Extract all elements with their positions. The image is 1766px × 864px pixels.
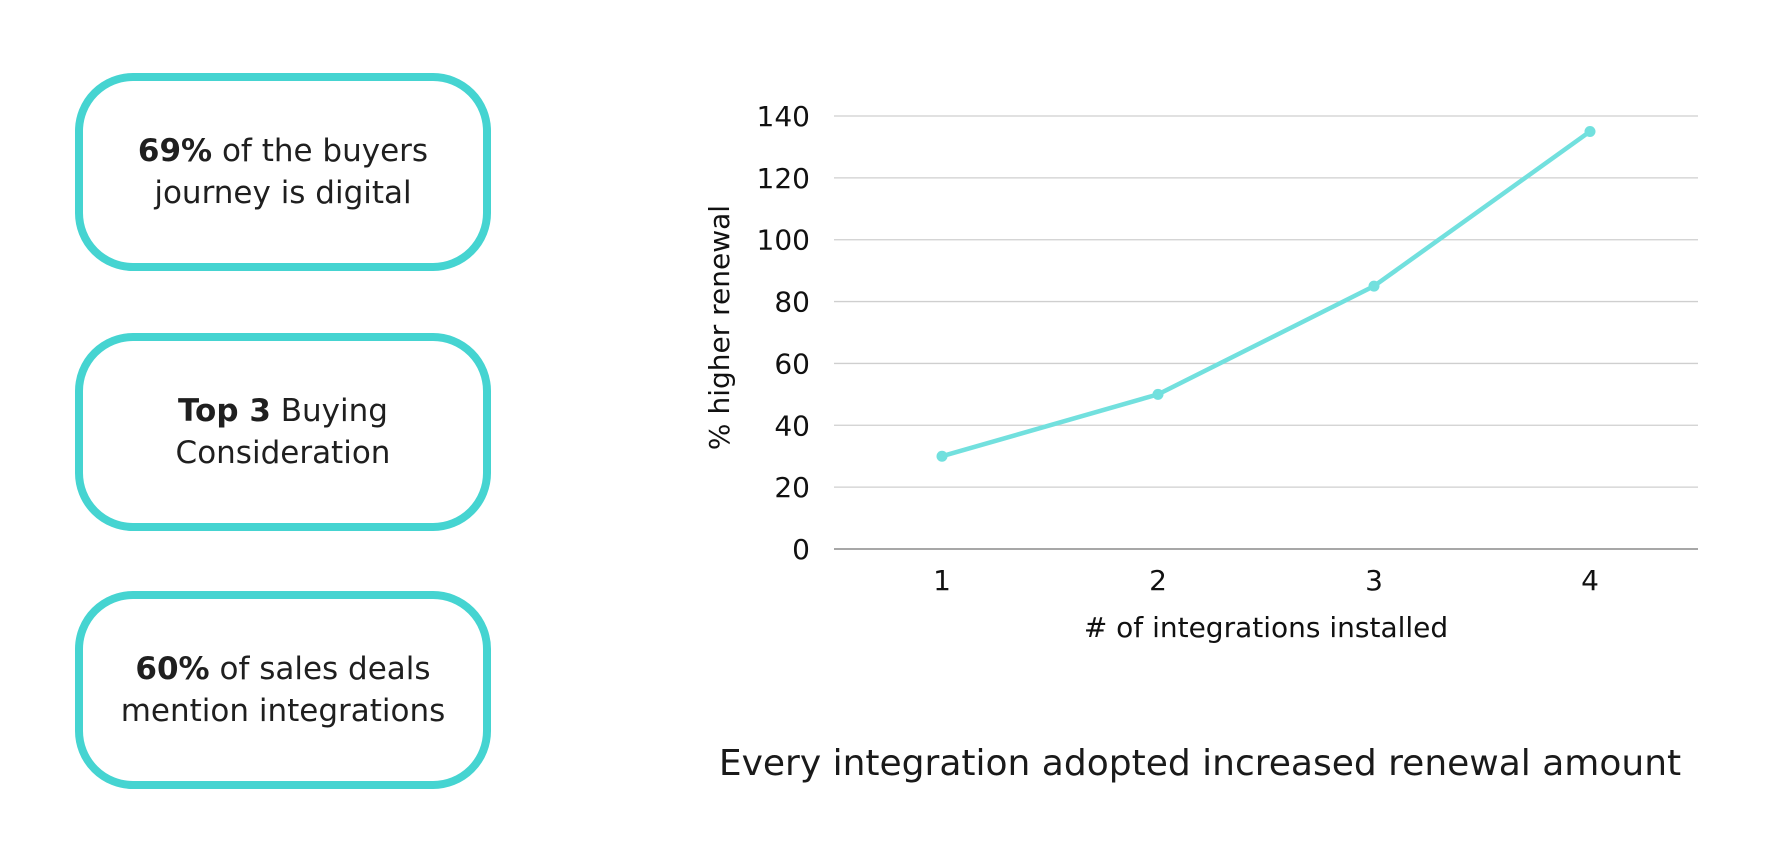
y-tick-label: 0: [792, 533, 810, 566]
x-tick-label: 3: [1365, 564, 1383, 597]
y-tick-label: 60: [774, 347, 810, 380]
stat-highlight: 60%: [135, 651, 210, 687]
y-tick-label: 120: [757, 162, 810, 195]
stat-text: 69% of the buyers journey is digital: [83, 130, 483, 214]
data-point: [1152, 388, 1164, 400]
stat-highlight: Top 3: [178, 393, 271, 429]
data-point: [1584, 125, 1596, 137]
y-tick-label: 100: [757, 224, 810, 257]
y-axis-title: % higher renewal: [703, 205, 736, 450]
stat-highlight: 69%: [137, 133, 213, 169]
x-axis-title: # of integrations installed: [1084, 611, 1448, 644]
stat-card-buyers-journey: 69% of the buyers journey is digital: [75, 73, 491, 271]
stat-text: Top 3 Buying Consideration: [83, 390, 483, 474]
y-tick-label: 40: [774, 409, 810, 442]
grid-lines: [834, 115, 1698, 488]
series: [936, 125, 1596, 462]
series-line: [939, 129, 1593, 459]
x-tick-label: 2: [1149, 564, 1167, 597]
stat-card-sales-deals: 60% of sales deals mention integrations: [75, 591, 491, 789]
stat-description: of sales deals mention integrations: [120, 651, 446, 729]
stat-text: 60% of sales deals mention integrations: [83, 648, 483, 732]
y-tick-label: 140: [757, 100, 810, 133]
data-point: [936, 450, 948, 462]
stat-description: of the buyers journey is digital: [154, 133, 429, 211]
chart-caption: Every integration adopted increased rene…: [718, 743, 1682, 784]
y-tick-label: 80: [774, 286, 810, 319]
x-tick-label: 4: [1581, 564, 1599, 597]
stat-card-buying-consideration: Top 3 Buying Consideration: [75, 333, 491, 531]
stat-description: Buying Consideration: [175, 393, 391, 471]
data-point: [1368, 280, 1380, 292]
y-tick-label: 20: [774, 471, 810, 504]
x-tick-label: 1: [933, 564, 951, 597]
tick-labels: 0 20 40 60 80 100 120 140 1 2 3 4: [757, 100, 1599, 597]
